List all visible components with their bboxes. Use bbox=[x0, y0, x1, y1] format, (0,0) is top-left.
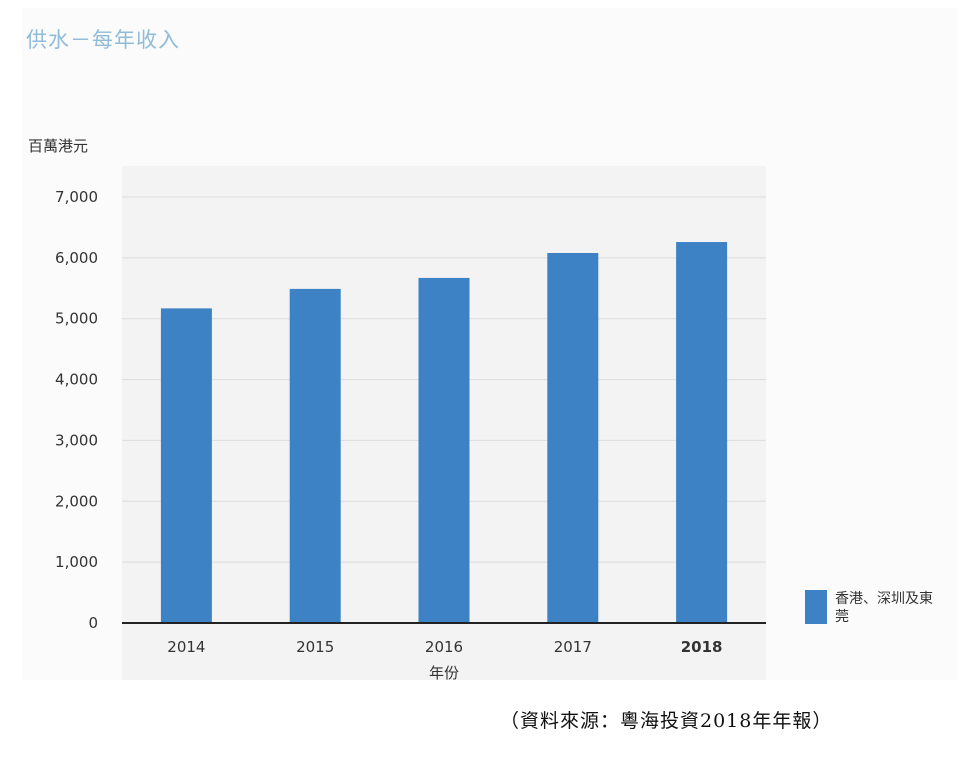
legend-swatch bbox=[805, 590, 827, 624]
chart-title: 供水－每年收入 bbox=[26, 28, 180, 52]
x-axis-label: 年份 bbox=[429, 664, 459, 682]
y-tick-label: 1,000 bbox=[55, 553, 98, 571]
x-tick-label: 2018 bbox=[681, 638, 723, 656]
bar bbox=[676, 242, 728, 623]
bar bbox=[289, 288, 341, 623]
bar bbox=[160, 308, 212, 623]
y-tick-label: 5,000 bbox=[55, 310, 98, 328]
legend: 香港、深圳及東莞 bbox=[805, 590, 935, 626]
source-note: （資料來源：粵海投資2018年年報） bbox=[500, 710, 833, 732]
y-tick-label: 2,000 bbox=[55, 492, 98, 510]
x-tick-label: 2016 bbox=[425, 638, 463, 656]
y-tick-label: 7,000 bbox=[55, 188, 98, 206]
y-tick-label: 3,000 bbox=[55, 431, 98, 449]
y-tick-label: 0 bbox=[88, 614, 98, 632]
y-tick-label: 4,000 bbox=[55, 371, 98, 389]
legend-label: 香港、深圳及東莞 bbox=[835, 591, 933, 625]
x-tick-label: 2014 bbox=[167, 638, 205, 656]
bar bbox=[547, 252, 599, 623]
x-tick-label: 2015 bbox=[296, 638, 334, 656]
y-tick-label: 6,000 bbox=[55, 249, 98, 267]
y-axis-unit-label: 百萬港元 bbox=[28, 137, 89, 155]
bar bbox=[418, 277, 470, 623]
x-tick-label: 2017 bbox=[554, 638, 592, 656]
